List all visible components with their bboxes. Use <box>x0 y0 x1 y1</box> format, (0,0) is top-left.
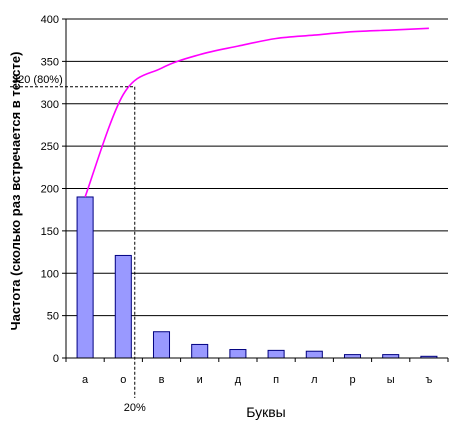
y-tick-label: 0 <box>53 353 59 365</box>
y-tick-label: 150 <box>41 226 59 238</box>
y-tick-label: 250 <box>41 141 59 153</box>
bar <box>229 349 247 359</box>
bar <box>152 331 171 359</box>
x-mark-label: 20% <box>124 402 146 414</box>
y-tick-label: 350 <box>41 56 59 68</box>
x-tick-label: ъ <box>425 374 432 386</box>
y-axis-title: Частота (сколько раз встречается в текст… <box>8 52 23 331</box>
x-tick-label: д <box>235 374 242 386</box>
bar <box>382 354 400 359</box>
y-tick-label: 100 <box>41 268 59 280</box>
bar <box>191 343 209 359</box>
cumulative-line-group <box>84 27 429 198</box>
y-tick-label: 50 <box>47 311 59 323</box>
y-tick-label: 300 <box>41 99 59 111</box>
x-tick-label: п <box>273 374 279 386</box>
y-tick-label: 200 <box>41 184 59 196</box>
x-tick-label: в <box>159 374 165 386</box>
bar <box>343 354 362 359</box>
x-tick-label: и <box>197 374 203 386</box>
x-axis-title: Буквы <box>246 404 286 420</box>
annotations: 320 (80%) 20% <box>10 74 146 414</box>
bars <box>76 196 438 359</box>
bar <box>76 196 94 359</box>
x-tick-label: о <box>120 374 126 386</box>
x-tick-label: р <box>349 374 355 386</box>
bar <box>267 349 285 359</box>
bar <box>305 350 323 359</box>
x-tick-label: ы <box>387 374 395 386</box>
cumulative-line <box>84 27 429 198</box>
y-mark-label: 320 (80%) <box>12 74 63 86</box>
bar <box>114 254 132 359</box>
x-tick-label: л <box>311 374 317 386</box>
axes: 0 50 100 150 200 250 300 350 400 а о в и д п л р ы ъ <box>41 14 449 386</box>
x-tick-label: а <box>82 374 89 386</box>
y-tick-label: 400 <box>41 14 59 26</box>
